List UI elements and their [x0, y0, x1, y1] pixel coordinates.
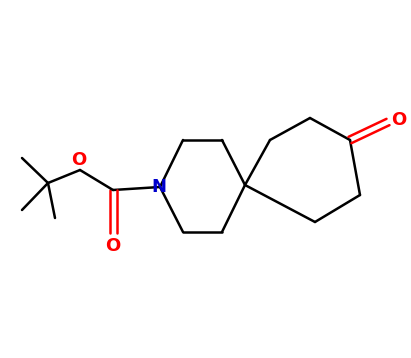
Text: N: N	[152, 178, 166, 196]
Text: O: O	[391, 111, 406, 129]
Text: O: O	[72, 151, 87, 169]
Text: O: O	[105, 237, 120, 255]
